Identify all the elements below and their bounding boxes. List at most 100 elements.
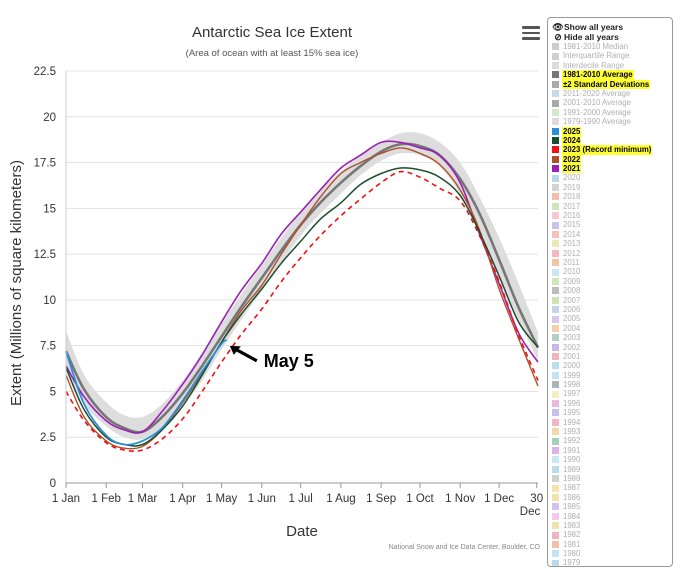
legend-item[interactable]: 2017 [552,202,669,211]
legend-item[interactable]: 2005 [552,314,669,323]
legend-item[interactable]: 2010 [552,267,669,276]
legend-label: 1987 [563,483,581,493]
legend-item[interactable]: 2013 [552,239,669,248]
legend-swatch [552,400,559,408]
legend-item[interactable]: 1989 [552,465,669,474]
legend-swatch [552,371,559,379]
legend-item[interactable]: 2002 [552,343,669,352]
legend-label: 2011-2020 Average [563,88,631,98]
x-tick-label: 1 Feb [91,493,120,505]
chart-svg: Antarctic Sea Ice Extent (Area of ocean … [8,24,543,551]
legend-item[interactable]: 2022 [552,154,669,165]
legend-item[interactable]: 2020 [552,173,669,182]
legend-swatch [552,259,559,267]
legend-item[interactable]: 1981 [552,540,669,549]
legend-item[interactable]: Interdecile Range [552,61,669,70]
x-tick-label: 1 Jul [289,493,313,505]
legend-item[interactable]: 1979 [552,558,669,566]
hide-all-years-button[interactable]: ⊘ Hide all years [552,32,669,42]
legend-swatch [552,390,559,398]
legend-item[interactable]: 1993 [552,427,669,436]
legend-item[interactable]: 1981-2010 Average [552,70,669,80]
legend-item[interactable]: 2018 [552,192,669,201]
legend-label: Interdecile Range [563,60,625,70]
legend-item[interactable]: 2006 [552,305,669,314]
legend-item[interactable]: 1982 [552,530,669,539]
legend-label: 1981-2010 Median [563,42,629,51]
legend-item[interactable]: 1995 [552,408,669,417]
legend-item[interactable]: 2001 [552,352,669,361]
legend-item[interactable]: 1979-1990 Average [552,117,669,126]
series-line-2021[interactable] [65,140,539,434]
legend-item[interactable]: 2019 [552,183,669,192]
legend-label: 2014 [563,229,581,239]
legend-item[interactable]: Interquartile Range [552,51,669,60]
series-line-2022[interactable] [65,147,539,450]
legend-item[interactable]: 2015 [552,220,669,229]
legend-item[interactable]: 1981-2010 Median [552,42,669,51]
hide-all-years-label: Hide all years [564,32,619,42]
legend-label: 1990 [563,455,581,465]
legend-item[interactable]: 2014 [552,230,669,239]
legend-swatch [552,108,559,116]
legend-item[interactable]: 2023 (Record minimum) [552,145,669,155]
legend-item[interactable]: 2021 [552,164,669,174]
chart-menu-button[interactable] [522,26,540,42]
legend-swatch [552,409,559,417]
legend-item[interactable]: 1980 [552,549,669,558]
legend-item[interactable]: 1994 [552,418,669,427]
legend-swatch [552,522,559,530]
legend-item[interactable]: 2009 [552,277,669,286]
y-tick-label: 5 [50,386,56,398]
legend-swatch [552,99,559,107]
series-line-2023[interactable] [65,170,539,452]
legend-swatch [552,456,559,464]
legend-item[interactable]: 1983 [552,521,669,530]
legend-item[interactable]: 2004 [552,324,669,333]
legend-item[interactable]: 2008 [552,286,669,295]
legend-label: ±2 Standard Deviations [562,79,651,89]
legend-item[interactable]: 2011-2020 Average [552,89,669,98]
legend-item[interactable]: 2001-2010 Average [552,98,669,107]
legend-label: 2001-2010 Average [563,98,631,108]
legend-item[interactable]: 1996 [552,399,669,408]
chart-subtitle: (Area of ocean with at least 15% sea ice… [186,48,359,59]
legend-item[interactable]: 1984 [552,512,669,521]
legend-label: 1981 [563,539,581,549]
legend-label: 1991 [563,445,581,455]
chart-legend: 👁Show all years ⊘ Hide all years 1981-201… [547,17,673,567]
legend-label: 2009 [563,276,581,286]
legend-item[interactable]: 1985 [552,502,669,511]
legend-item[interactable]: 2024 [552,135,669,146]
series-lines [64,140,540,452]
legend-item[interactable]: 2012 [552,249,669,258]
legend-item[interactable]: 1997 [552,389,669,398]
legend-item[interactable]: ±2 Standard Deviations [552,79,669,89]
legend-item[interactable]: 2016 [552,211,669,220]
legend-item[interactable]: 1987 [552,483,669,492]
legend-item[interactable]: 1991-2000 Average [552,108,669,117]
legend-item[interactable]: 2000 [552,361,669,370]
show-all-years-button[interactable]: 👁Show all years [552,22,669,32]
legend-label: 2020 [563,173,581,183]
x-tick-label: 1 Mar [128,493,158,505]
legend-swatch [552,184,559,192]
legend-label: 1996 [563,398,581,408]
legend-item[interactable]: 1990 [552,455,669,464]
axes [65,71,538,488]
legend-swatch [552,212,559,220]
legend-swatch [552,240,559,248]
legend-item[interactable]: 1999 [552,371,669,380]
legend-item[interactable]: 2025 [552,126,669,136]
legend-item[interactable]: 2011 [552,258,669,267]
series-line-2024[interactable] [65,167,539,447]
legend-item[interactable]: 1986 [552,493,669,502]
series-line-2025[interactable] [65,339,228,446]
legend-item[interactable]: 1991 [552,446,669,455]
legend-item[interactable]: 1998 [552,380,669,389]
legend-item[interactable]: 2003 [552,333,669,342]
legend-item[interactable]: 1988 [552,474,669,483]
legend-item[interactable]: 2007 [552,296,669,305]
legend-item[interactable]: 1992 [552,436,669,445]
legend-swatch [552,418,559,426]
